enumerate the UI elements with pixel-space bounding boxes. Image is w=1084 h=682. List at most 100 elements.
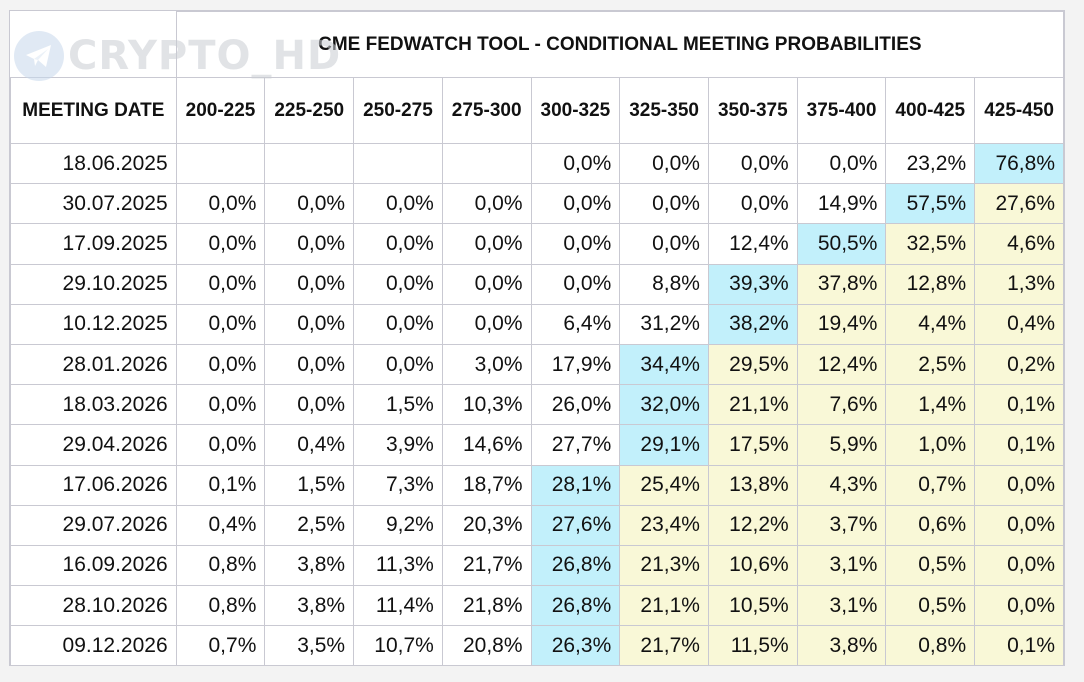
probability-cell: 37,8%: [796, 263, 887, 305]
probability-cell: 0,0%: [264, 303, 355, 345]
probability-cell: 0,1%: [974, 384, 1064, 426]
probability-cell: 0,0%: [974, 464, 1064, 506]
probability-table: CME FEDWATCH TOOL - CONDITIONAL MEETING …: [10, 11, 1065, 667]
probability-cell: 0,0%: [175, 384, 266, 426]
probability-cell: 25,4%: [619, 464, 709, 506]
probability-cell: 3,9%: [353, 424, 443, 466]
watermark: CRYPTO_HD: [14, 31, 341, 81]
probability-cell: 76,8%: [974, 142, 1064, 185]
table-row: 09.12.2026 0,7% 3,5% 10,7% 20,8% 26,3% 21,7% 11…: [10, 625, 1064, 667]
probability-cell: 7,6%: [796, 384, 887, 426]
rate-range-header: 250-275: [353, 77, 443, 144]
probability-cell: 34,4%: [619, 343, 709, 386]
probability-cell: 0,0%: [530, 263, 621, 305]
table-row: 30.07.2025 0,0% 0,0% 0,0% 0,0% 0,0% 0,0% 0,0% 14…: [10, 183, 1064, 225]
probability-cell: 11,5%: [707, 625, 798, 667]
probability-cell: 0,4%: [175, 504, 266, 546]
probability-cell: 23,4%: [619, 504, 709, 546]
probability-cell: 3,8%: [264, 544, 355, 587]
rate-range-header: 225-250: [264, 77, 355, 144]
probability-cell: 0,0%: [707, 183, 798, 225]
probability-cell: 3,5%: [264, 625, 355, 667]
probability-cell: 27,6%: [530, 504, 621, 546]
probability-cell: 0,0%: [707, 142, 798, 185]
probability-cell: 0,0%: [264, 263, 355, 305]
probability-cell: 0,0%: [353, 303, 443, 345]
table-row: 28.01.2026 0,0% 0,0% 0,0% 3,0% 17,9% 34,4% 29,5…: [10, 343, 1064, 386]
probability-cell: 0,0%: [175, 343, 266, 386]
table-row: 17.06.2026 0,1% 1,5% 7,3% 18,7% 28,1% 25,4% 13,…: [10, 464, 1064, 506]
probability-cell: 29,5%: [707, 343, 798, 386]
probability-cell: 26,8%: [530, 585, 621, 627]
meeting-date-cell: 17.09.2025: [10, 223, 177, 265]
probability-cell: 0,8%: [885, 625, 976, 667]
probability-cell: 11,3%: [353, 544, 443, 587]
probability-cell: 0,0%: [353, 223, 443, 265]
probability-cell: 12,2%: [707, 504, 798, 546]
probability-cell: 0,0%: [974, 544, 1064, 587]
probability-cell: [264, 142, 355, 185]
probability-cell: [175, 142, 266, 185]
probability-cell: 0,1%: [175, 464, 266, 506]
table-row: 29.07.2026 0,4% 2,5% 9,2% 20,3% 27,6% 23,4% 12,…: [10, 504, 1064, 546]
probability-cell: 4,3%: [796, 464, 887, 506]
probability-cell: 10,7%: [353, 625, 443, 667]
fedwatch-panel: CME FEDWATCH TOOL - CONDITIONAL MEETING …: [9, 10, 1065, 667]
probability-cell: 3,8%: [264, 585, 355, 627]
probability-cell: 0,8%: [175, 585, 266, 627]
probability-cell: 17,9%: [530, 343, 621, 386]
meeting-date-header: MEETING DATE: [10, 77, 177, 144]
probability-cell: 17,5%: [707, 424, 798, 466]
probability-cell: 57,5%: [885, 183, 976, 225]
probability-cell: 6,4%: [530, 303, 621, 345]
probability-cell: 50,5%: [796, 223, 887, 265]
table-row: 18.06.2025 0,0% 0,0% 0,0% 0,0% 23,2% 76,8%: [10, 142, 1064, 185]
probability-cell: [353, 142, 443, 185]
probability-cell: 1,0%: [885, 424, 976, 466]
meeting-date-cell: 17.06.2026: [10, 464, 177, 506]
probability-cell: 1,5%: [353, 384, 443, 426]
probability-cell: 0,0%: [264, 384, 355, 426]
probability-cell: 14,6%: [441, 424, 532, 466]
probability-cell: 32,5%: [885, 223, 976, 265]
rate-range-header: 375-400: [796, 77, 887, 144]
probability-cell: 3,7%: [796, 504, 887, 546]
probability-cell: 7,3%: [353, 464, 443, 506]
rate-range-header: 200-225: [175, 77, 266, 144]
probability-cell: 1,3%: [974, 263, 1064, 305]
probability-cell: 39,3%: [707, 263, 798, 305]
probability-cell: 31,2%: [619, 303, 709, 345]
probability-cell: 0,0%: [530, 142, 621, 185]
meeting-date-cell: 29.04.2026: [10, 424, 177, 466]
probability-cell: 0,4%: [974, 303, 1064, 345]
probability-cell: 0,0%: [619, 223, 709, 265]
probability-cell: 20,3%: [441, 504, 532, 546]
probability-cell: 5,9%: [796, 424, 887, 466]
probability-cell: 23,2%: [885, 142, 976, 185]
meeting-date-cell: 10.12.2025: [10, 303, 177, 345]
probability-cell: 0,5%: [885, 585, 976, 627]
meeting-date-cell: 29.10.2025: [10, 263, 177, 305]
table-body: 18.06.2025 0,0% 0,0% 0,0% 0,0% 23,2% 76,8% 30.0…: [10, 142, 1064, 667]
probability-cell: 10,6%: [707, 544, 798, 587]
meeting-date-cell: 28.01.2026: [10, 343, 177, 386]
probability-cell: 0,0%: [530, 223, 621, 265]
probability-cell: 32,0%: [619, 384, 709, 426]
probability-cell: 10,3%: [441, 384, 532, 426]
probability-cell: [441, 142, 532, 185]
probability-cell: 0,2%: [974, 343, 1064, 386]
probability-cell: 0,0%: [264, 343, 355, 386]
probability-cell: 3,1%: [796, 585, 887, 627]
watermark-text: CRYPTO_HD: [68, 33, 342, 79]
telegram-icon: [14, 31, 64, 81]
probability-cell: 1,5%: [264, 464, 355, 506]
probability-cell: 27,7%: [530, 424, 621, 466]
probability-cell: 0,0%: [353, 183, 443, 225]
probability-cell: 4,4%: [885, 303, 976, 345]
probability-cell: 26,0%: [530, 384, 621, 426]
rate-range-header: 325-350: [619, 77, 709, 144]
table-row: 16.09.2026 0,8% 3,8% 11,3% 21,7% 26,8% 21,3% 10…: [10, 544, 1064, 587]
probability-cell: 9,2%: [353, 504, 443, 546]
probability-cell: 0,0%: [353, 263, 443, 305]
table-row: 18.03.2026 0,0% 0,0% 1,5% 10,3% 26,0% 32,0% 21,…: [10, 384, 1064, 426]
